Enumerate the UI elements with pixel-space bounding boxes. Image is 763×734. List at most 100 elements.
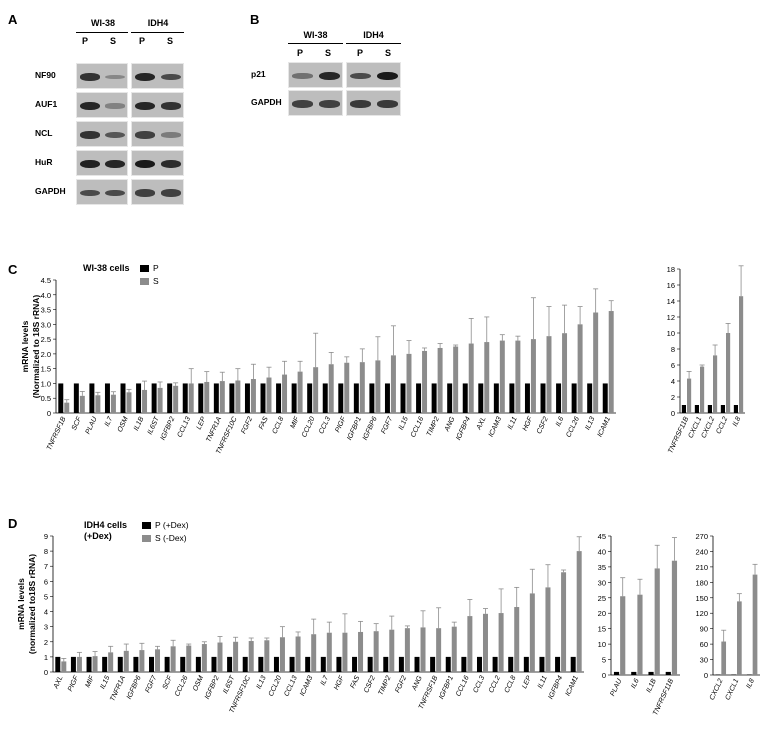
x-tick-label: CCL20 xyxy=(301,416,317,439)
bar-s xyxy=(233,641,239,672)
blot-strip xyxy=(131,150,184,176)
bar-p xyxy=(55,656,61,672)
blot-strip xyxy=(76,179,128,205)
y-tick-label: 4.0 xyxy=(41,291,51,300)
legend-swatch-p xyxy=(142,521,151,529)
blot-band xyxy=(105,189,125,197)
x-tick-label: LEP xyxy=(196,416,208,431)
x-tick-label: CCL8 xyxy=(271,416,285,435)
x-tick-label: IL13 xyxy=(256,675,268,690)
bar-p xyxy=(258,656,264,672)
bar-s xyxy=(390,355,396,413)
x-tick-label: TIMP2 xyxy=(378,675,393,697)
bar-s xyxy=(64,402,70,413)
bar-s xyxy=(373,631,379,672)
chart-c-legend-p: P xyxy=(140,263,159,273)
bar-s xyxy=(721,641,727,675)
blot-a-lane-label: P xyxy=(82,36,89,46)
bar-s xyxy=(204,381,210,413)
bar-s xyxy=(358,631,364,672)
bar-p xyxy=(89,383,95,413)
bar-s xyxy=(313,367,319,413)
x-tick-label: CCL26 xyxy=(565,416,581,439)
bar-s xyxy=(250,379,256,413)
blot-row-label: NCL xyxy=(35,128,53,138)
x-tick-label: IGFBP6 xyxy=(362,416,379,442)
y-tick-label: 180 xyxy=(695,578,708,587)
bar-s xyxy=(188,383,194,413)
blot-band xyxy=(350,72,372,80)
blot-a-lane-label: S xyxy=(167,36,174,46)
bar-p xyxy=(602,383,608,413)
blot-band xyxy=(105,159,125,169)
x-tick-label: SCF xyxy=(162,674,175,690)
bar-s xyxy=(170,646,176,672)
bar-p xyxy=(571,383,577,413)
bar-p xyxy=(260,383,266,413)
bar-s xyxy=(142,389,148,413)
blot-band xyxy=(105,131,125,139)
bar-s xyxy=(576,551,582,672)
y-tick-label: 16 xyxy=(667,281,675,290)
blot-band xyxy=(80,159,100,169)
bar-p xyxy=(493,383,499,413)
bar-p xyxy=(289,656,295,672)
x-tick-label: CCL20 xyxy=(268,675,284,698)
y-tick-label: 3.5 xyxy=(41,306,51,315)
bar-s xyxy=(389,629,395,672)
bar-s xyxy=(420,627,426,672)
legend-label-s: S xyxy=(153,276,159,286)
panel-label-d: D xyxy=(8,516,18,531)
bar-p xyxy=(431,383,437,413)
bar-s xyxy=(311,634,317,672)
x-tick-label: IL1B xyxy=(133,416,146,432)
y-tick-label: 150 xyxy=(695,594,708,603)
bar-s xyxy=(326,632,332,672)
blot-band xyxy=(135,189,156,197)
bar-s xyxy=(752,574,758,675)
bar-s xyxy=(453,346,459,413)
x-tick-label: MIF xyxy=(84,674,96,689)
bar-p xyxy=(648,671,654,675)
bar-s xyxy=(342,632,348,672)
x-tick-label: IL13 xyxy=(584,416,596,431)
bar-p xyxy=(102,656,108,672)
x-tick-label: CCL3 xyxy=(318,416,332,435)
bar-p xyxy=(383,656,389,672)
y-tick-label: 1 xyxy=(44,653,48,662)
x-tick-label: IGFBP2 xyxy=(160,416,177,442)
blot-band xyxy=(80,101,100,111)
bar-p xyxy=(352,656,358,672)
bar-p xyxy=(462,383,468,413)
bar-p xyxy=(476,656,482,672)
y-tick-label: 18 xyxy=(667,265,675,274)
bar-p xyxy=(447,383,453,413)
y-tick-label: 4 xyxy=(671,377,675,386)
legend-label-p: P xyxy=(153,263,159,273)
x-tick-label: LEP xyxy=(521,675,533,690)
y-tick-label: 12 xyxy=(667,313,675,322)
y-tick-label: 5 xyxy=(44,592,48,601)
bar-s xyxy=(514,607,520,672)
bar-p xyxy=(416,383,422,413)
bar-p xyxy=(613,671,620,675)
bar-s xyxy=(173,385,179,413)
bar-s xyxy=(739,296,744,413)
chart-d-title: IDH4 cells (+Dex) xyxy=(84,520,128,541)
bar-s xyxy=(264,640,270,672)
bar-p xyxy=(707,405,712,413)
x-tick-label: ANG xyxy=(443,415,456,433)
blot-row-label: AUF1 xyxy=(35,99,58,109)
bar-p xyxy=(731,674,736,675)
blot-b-lane-label: P xyxy=(297,48,304,58)
bar-p xyxy=(400,383,406,413)
bar-p xyxy=(149,656,155,672)
bar-p xyxy=(509,383,515,413)
bar-p xyxy=(540,383,546,413)
bar-s xyxy=(422,350,428,413)
bar-s xyxy=(608,311,614,413)
bar-s xyxy=(562,333,568,413)
bar-s xyxy=(620,596,626,675)
x-tick-label: IL7 xyxy=(320,674,331,687)
bar-s xyxy=(157,387,163,413)
